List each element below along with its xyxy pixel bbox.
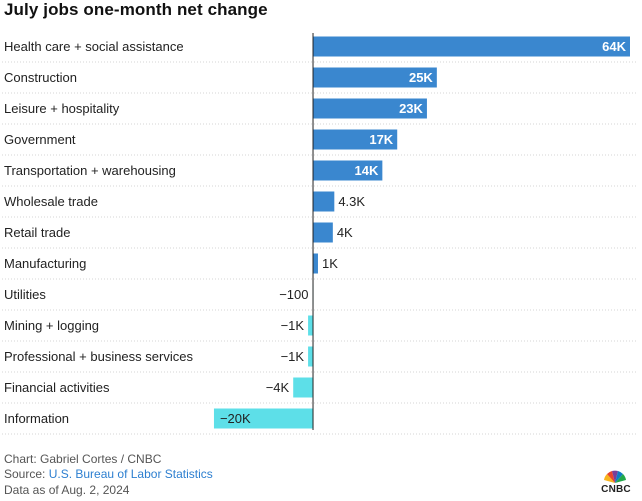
chart-title: July jobs one-month net change (4, 0, 268, 19)
bar (308, 346, 314, 367)
cnbc-peacock-icon (604, 470, 626, 483)
cnbc-logo-text: CNBC (601, 484, 631, 495)
value-label: −1K (281, 318, 305, 333)
category-label: Mining + logging (4, 318, 99, 333)
bar (313, 98, 427, 119)
bar (313, 129, 398, 150)
value-label: −20K (220, 411, 251, 426)
value-label: −100 (279, 287, 308, 302)
value-label: −4K (266, 380, 290, 395)
bar (313, 36, 630, 57)
category-label: Government (4, 132, 76, 147)
category-label: Information (4, 411, 69, 426)
value-label: 23K (399, 101, 423, 116)
category-label: Construction (4, 70, 77, 85)
value-label: −1K (281, 349, 305, 364)
category-label: Health care + social assistance (4, 39, 184, 54)
bar-chart: Health care + social assistance 64K Constr… (2, 33, 636, 435)
category-label: Manufacturing (4, 256, 86, 271)
date-note: Data as of Aug. 2, 2024 (4, 483, 130, 497)
category-label: Professional + business services (4, 349, 193, 364)
value-label: 64K (602, 39, 626, 54)
source-link[interactable]: U.S. Bureau of Labor Statistics (48, 467, 213, 481)
value-label: 14K (354, 163, 378, 178)
bar (213, 408, 314, 429)
value-label: 17K (369, 132, 393, 147)
value-label: 1K (322, 256, 338, 271)
bar (293, 377, 314, 398)
bar (308, 315, 314, 336)
category-label: Wholesale trade (4, 194, 98, 209)
category-label: Retail trade (4, 225, 70, 240)
bar (313, 253, 318, 274)
chart-credit: Chart: Gabriel Cortes / CNBC (4, 452, 162, 466)
value-label: 25K (409, 70, 433, 85)
value-label: 4K (337, 225, 353, 240)
source-line: Source: U.S. Bureau of Labor Statistics (4, 467, 213, 481)
category-label: Transportation + warehousing (4, 163, 176, 178)
category-label: Financial activities (4, 380, 110, 395)
value-label: 4.3K (338, 194, 365, 209)
category-label: Leisure + hospitality (4, 101, 120, 116)
category-label: Utilities (4, 287, 46, 302)
bar (313, 160, 383, 181)
bar (313, 222, 333, 243)
source-prefix: Source: (4, 467, 49, 481)
bar (313, 191, 335, 212)
bar (313, 67, 437, 88)
